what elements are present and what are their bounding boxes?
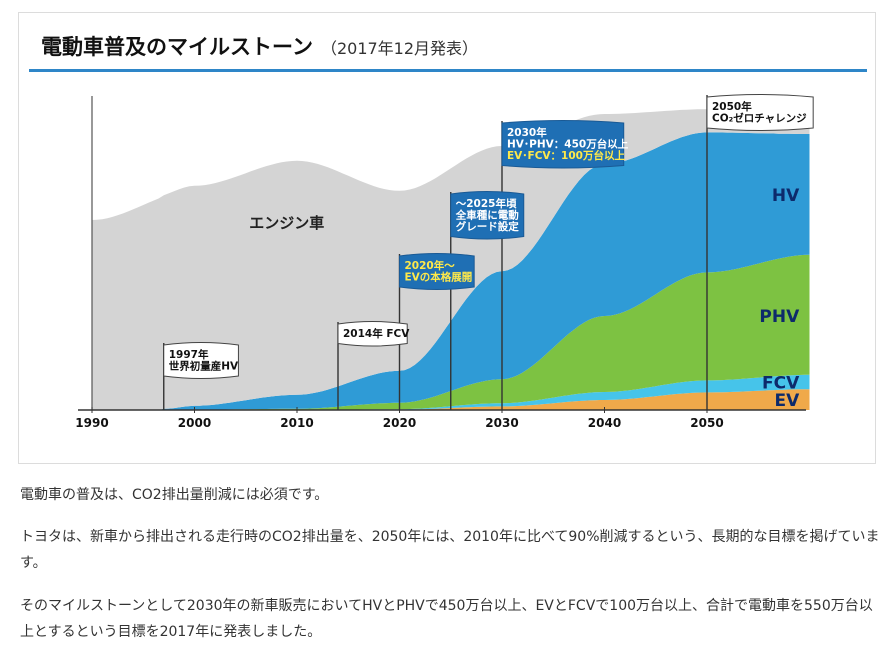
- flag-text: CO₂ゼロチャレンジ: [712, 112, 807, 125]
- flag-text: 全車種に電動: [455, 209, 519, 222]
- flag-shape: [337, 321, 408, 347]
- x-tick-label: 2040: [588, 416, 621, 430]
- series-label: EV: [774, 391, 800, 411]
- flag-shape: [450, 191, 525, 240]
- milestone-flag: 2020年～EVの本格展開: [399, 253, 475, 290]
- series-label: FCV: [762, 373, 800, 393]
- paragraph-1: 電動車の普及は、CO2排出量削減には必須です。: [20, 487, 329, 503]
- flag-text: ～2025年頃: [456, 197, 517, 210]
- x-tick-label: 2010: [280, 416, 313, 430]
- flag-shape: [399, 253, 475, 290]
- flag-text: 2050年: [712, 100, 752, 113]
- series-label: エンジン車: [249, 214, 324, 232]
- x-tick-label: 1990: [75, 416, 108, 430]
- area-phv: [92, 254, 810, 410]
- flag-text: 世界初量産HV: [169, 360, 239, 373]
- series-label: HV: [772, 186, 800, 206]
- area-fcv: [92, 374, 810, 410]
- series-label: PHV: [759, 307, 800, 327]
- title-rule: [29, 69, 867, 72]
- flag-text: EVの本格展開: [405, 271, 473, 284]
- flag-shape: [163, 342, 239, 379]
- paragraph-2: トヨタは、新車から排出される走行時のCO2排出量を、2050年には、2010年に…: [20, 529, 880, 571]
- flag-text: グレード設定: [456, 220, 519, 233]
- flag-text: 2014年 FCV: [343, 327, 410, 340]
- flag-text: 2030年: [507, 126, 547, 139]
- flag-shape: [706, 94, 814, 131]
- x-axis: 1990 2000 2010 2020 2030 2040 2050: [75, 96, 806, 430]
- flag-shape: [501, 120, 625, 169]
- flag-text: EV･FCV：100万台以上: [507, 149, 625, 162]
- area-hv: [92, 132, 810, 410]
- x-tick-label: 2030: [485, 416, 518, 430]
- area-ev: [92, 389, 810, 410]
- chart-title-main: 電動車普及のマイルストーン: [41, 35, 313, 59]
- chart-title-sub: （2017年12月発表）: [320, 39, 479, 58]
- x-tick-label: 2000: [178, 416, 211, 430]
- flag-text: 1997年: [169, 348, 209, 361]
- x-tick-label: 2020: [383, 416, 416, 430]
- flag-text: HV･PHV：450万台以上: [507, 138, 629, 151]
- paragraph-3: そのマイルストーンとして2030年の新車販売においてHVとPHVで450万台以上…: [20, 598, 873, 640]
- milestone-flag: 2014年 FCV: [337, 321, 410, 347]
- chart-title: 電動車普及のマイルストーン （2017年12月発表）: [41, 31, 478, 61]
- flag-text: 2020年～: [405, 259, 456, 272]
- x-tick-label: 2050: [690, 416, 723, 430]
